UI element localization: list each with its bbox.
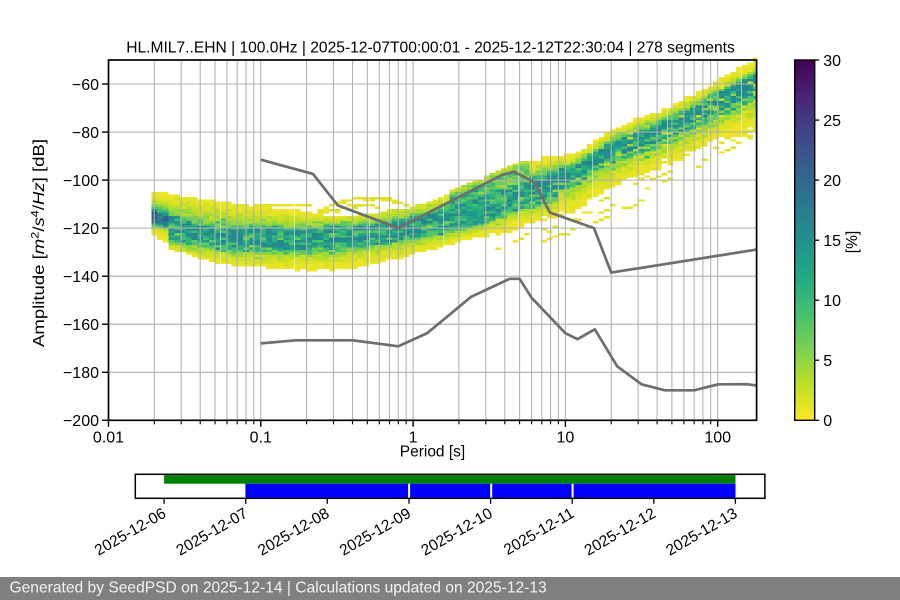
svg-text:0.01: 0.01 bbox=[93, 430, 124, 447]
svg-text:−100: −100 bbox=[63, 173, 99, 190]
svg-text:10: 10 bbox=[823, 293, 841, 310]
svg-text:−80: −80 bbox=[72, 125, 99, 142]
svg-text:−200: −200 bbox=[63, 413, 99, 430]
svg-text:5: 5 bbox=[823, 353, 832, 370]
svg-text:10: 10 bbox=[557, 430, 575, 447]
svg-text:Amplitude [m2/s4/Hz] [dB]: Amplitude [m2/s4/Hz] [dB] bbox=[30, 139, 49, 347]
svg-text:20: 20 bbox=[823, 173, 841, 190]
svg-text:−140: −140 bbox=[63, 269, 99, 286]
svg-text:0.1: 0.1 bbox=[250, 430, 272, 447]
svg-text:30: 30 bbox=[823, 53, 841, 70]
svg-text:−60: −60 bbox=[72, 77, 99, 94]
svg-text:100: 100 bbox=[704, 430, 731, 447]
svg-text:[%]: [%] bbox=[844, 231, 861, 253]
svg-text:−160: −160 bbox=[63, 317, 99, 334]
svg-text:Period [s]: Period [s] bbox=[400, 444, 465, 461]
svg-text:HL.MIL7..EHN | 100.0Hz | 2025-: HL.MIL7..EHN | 100.0Hz | 2025-12-07T00:0… bbox=[126, 39, 735, 56]
svg-text:Generated by SeedPSD on 2025-1: Generated by SeedPSD on 2025-12-14 | Cal… bbox=[10, 580, 547, 597]
svg-text:0: 0 bbox=[823, 413, 832, 430]
svg-text:25: 25 bbox=[823, 113, 841, 130]
svg-text:1: 1 bbox=[409, 430, 418, 447]
svg-text:15: 15 bbox=[823, 233, 841, 250]
svg-text:−180: −180 bbox=[63, 365, 99, 382]
svg-text:−120: −120 bbox=[63, 221, 99, 238]
